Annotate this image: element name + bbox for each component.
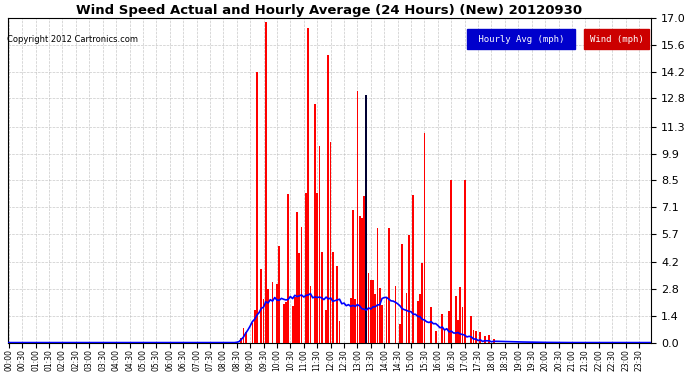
- Bar: [457, 320, 459, 343]
- Bar: [325, 310, 327, 343]
- Bar: [377, 228, 378, 343]
- Bar: [310, 286, 311, 343]
- Bar: [285, 302, 287, 343]
- Bar: [406, 293, 408, 343]
- Bar: [473, 330, 475, 343]
- Bar: [451, 180, 452, 343]
- Bar: [386, 297, 387, 343]
- Bar: [287, 194, 289, 343]
- Bar: [462, 307, 463, 343]
- Bar: [278, 246, 280, 343]
- Bar: [276, 284, 278, 343]
- Bar: [267, 289, 269, 343]
- Bar: [361, 218, 363, 343]
- Bar: [372, 280, 374, 343]
- Bar: [424, 133, 425, 343]
- Bar: [305, 194, 307, 343]
- Text: Hourly Avg (mph): Hourly Avg (mph): [473, 35, 569, 44]
- Bar: [294, 297, 296, 343]
- Bar: [493, 339, 495, 343]
- Bar: [296, 212, 298, 343]
- Bar: [442, 314, 443, 343]
- Bar: [395, 286, 396, 343]
- Bar: [265, 22, 267, 343]
- Bar: [328, 55, 329, 343]
- Bar: [375, 294, 376, 343]
- Bar: [448, 312, 450, 343]
- Text: Wind (mph): Wind (mph): [590, 35, 644, 44]
- Bar: [330, 142, 331, 343]
- Bar: [401, 244, 403, 343]
- Bar: [368, 273, 369, 343]
- Bar: [480, 332, 481, 343]
- Bar: [292, 306, 293, 343]
- Bar: [254, 310, 255, 343]
- Bar: [256, 72, 258, 343]
- Bar: [464, 180, 466, 343]
- Bar: [455, 296, 457, 343]
- Bar: [263, 298, 264, 343]
- Bar: [301, 227, 302, 343]
- Bar: [399, 324, 401, 343]
- Bar: [339, 321, 340, 343]
- Bar: [245, 332, 246, 343]
- Bar: [435, 331, 437, 343]
- Bar: [484, 336, 486, 343]
- Title: Wind Speed Actual and Hourly Average (24 Hours) (New) 20120930: Wind Speed Actual and Hourly Average (24…: [77, 4, 582, 17]
- Bar: [381, 304, 383, 343]
- Bar: [299, 252, 300, 343]
- Bar: [417, 301, 419, 343]
- Bar: [240, 338, 242, 343]
- Bar: [332, 252, 334, 343]
- Bar: [388, 228, 390, 343]
- Bar: [354, 299, 356, 343]
- Bar: [431, 307, 432, 343]
- Bar: [422, 263, 423, 343]
- Bar: [321, 252, 322, 343]
- Bar: [357, 91, 358, 343]
- Bar: [350, 298, 352, 343]
- Bar: [359, 216, 361, 343]
- Bar: [379, 288, 381, 343]
- Bar: [366, 94, 367, 343]
- Bar: [444, 330, 446, 343]
- Bar: [307, 28, 309, 343]
- Bar: [337, 266, 338, 343]
- Bar: [366, 94, 367, 343]
- Bar: [489, 335, 490, 343]
- Bar: [243, 328, 244, 343]
- Bar: [475, 331, 477, 343]
- Bar: [252, 322, 253, 343]
- Bar: [316, 193, 318, 343]
- Bar: [471, 316, 472, 343]
- Bar: [260, 268, 262, 343]
- Bar: [419, 294, 421, 343]
- Bar: [283, 303, 284, 343]
- Bar: [352, 210, 354, 343]
- Bar: [370, 280, 372, 343]
- Bar: [314, 104, 316, 343]
- Text: Copyright 2012 Cartronics.com: Copyright 2012 Cartronics.com: [7, 35, 138, 44]
- Bar: [319, 146, 320, 343]
- Bar: [272, 282, 273, 343]
- Bar: [408, 236, 410, 343]
- Bar: [363, 196, 365, 343]
- Bar: [413, 195, 414, 343]
- Bar: [460, 286, 461, 343]
